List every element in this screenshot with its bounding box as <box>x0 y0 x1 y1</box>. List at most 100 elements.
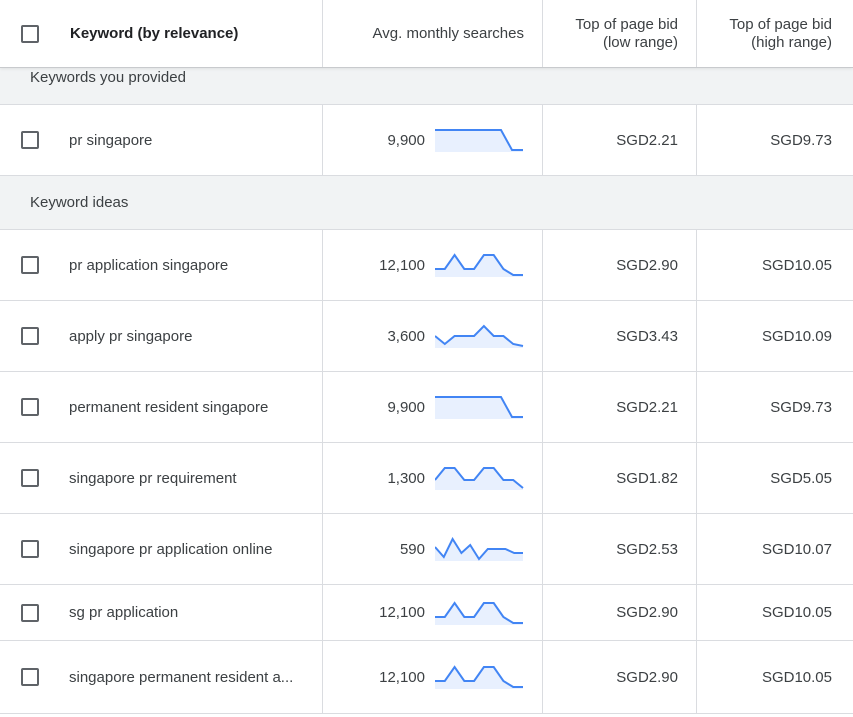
keyword-text[interactable]: singapore permanent resident a... <box>69 668 294 686</box>
low-bid-value: SGD2.90 <box>542 230 696 300</box>
row-select-cell <box>0 230 60 300</box>
trend-sparkline <box>435 396 523 419</box>
col-header-low-bid-line1: Top of page bid <box>575 15 678 33</box>
row-select-cell <box>0 443 60 513</box>
row-checkbox[interactable] <box>21 327 39 345</box>
select-all-cell <box>0 0 60 67</box>
row-select-cell <box>0 585 60 640</box>
sparkline-line <box>435 467 524 489</box>
searches-value: 12,100 <box>379 668 425 686</box>
low-bid-value: SGD2.90 <box>542 641 696 713</box>
keyword-text[interactable]: singapore pr requirement <box>69 469 237 487</box>
row-checkbox[interactable] <box>21 540 39 558</box>
searches-value: 12,100 <box>379 256 425 274</box>
col-header-keyword[interactable]: Keyword (by relevance) <box>70 25 239 42</box>
sparkline-line <box>435 537 523 561</box>
sparkline-area <box>435 539 523 561</box>
searches-value: 9,900 <box>387 398 425 416</box>
searches-cell: 3,600 <box>322 301 542 371</box>
sparkline-line <box>435 253 523 276</box>
trend-sparkline <box>435 467 524 490</box>
trend-sparkline <box>435 253 523 277</box>
row-select-cell <box>0 514 60 584</box>
searches-value: 1,300 <box>387 469 425 487</box>
sparkline-line <box>435 324 524 347</box>
sparkline-area <box>435 602 523 625</box>
row-select-cell <box>0 372 60 442</box>
sparkline-area <box>435 468 523 490</box>
sparkline-line <box>435 600 523 624</box>
trend-sparkline <box>435 537 523 561</box>
searches-value: 3,600 <box>387 327 425 345</box>
searches-value: 590 <box>399 540 425 558</box>
keyword-text[interactable]: apply pr singapore <box>69 327 193 345</box>
sparkline-area <box>435 255 523 277</box>
table-row: apply pr singapore 3,600 SGD3.43 SGD10.09 <box>0 301 853 372</box>
high-bid-value: SGD10.05 <box>696 641 853 713</box>
row-select-cell <box>0 301 60 371</box>
searches-cell: 12,100 <box>322 641 542 713</box>
table-row: pr singapore 9,900 SGD2.21 SGD9.73 <box>0 105 853 176</box>
group-row-ideas: Keyword ideas <box>0 176 853 230</box>
group-label-provided: Keywords you provided <box>30 69 186 86</box>
low-bid-value: SGD1.82 <box>542 443 696 513</box>
row-checkbox[interactable] <box>21 398 39 416</box>
keyword-text[interactable]: pr singapore <box>69 131 153 149</box>
keyword-text[interactable]: singapore pr application online <box>69 540 273 558</box>
sparkline-line <box>435 665 523 688</box>
row-select-cell <box>0 105 60 175</box>
keyword-text[interactable]: permanent resident singapore <box>69 398 269 416</box>
table-row: permanent resident singapore 9,900 SGD2.21… <box>0 372 853 443</box>
sparkline-line <box>435 129 523 151</box>
group-label-ideas: Keyword ideas <box>30 194 129 211</box>
table-row: singapore permanent resident a... 12,100 S… <box>0 641 853 714</box>
sparkline-area <box>435 667 523 689</box>
table-row: pr application singapore 12,100 SGD2.90 SGD… <box>0 230 853 301</box>
trend-sparkline <box>435 129 523 152</box>
trend-sparkline <box>435 600 523 625</box>
table-row: sg pr application 12,100 SGD2.90 SGD10.05 <box>0 585 853 641</box>
group-row-provided: Keywords you provided <box>0 68 853 105</box>
trend-sparkline <box>435 324 524 348</box>
low-bid-value: SGD2.53 <box>542 514 696 584</box>
low-bid-value: SGD2.21 <box>542 105 696 175</box>
sparkline-area <box>435 397 523 419</box>
searches-cell: 1,300 <box>322 443 542 513</box>
searches-cell: 9,900 <box>322 105 542 175</box>
table-row: singapore pr application online 590 SGD2.5… <box>0 514 853 585</box>
row-checkbox[interactable] <box>21 256 39 274</box>
table-row: singapore pr requirement 1,300 SGD1.82 SGD5… <box>0 443 853 514</box>
trend-sparkline <box>435 665 523 689</box>
sparkline-line <box>435 396 523 418</box>
high-bid-value: SGD10.05 <box>696 230 853 300</box>
high-bid-value: SGD10.09 <box>696 301 853 371</box>
row-checkbox[interactable] <box>21 131 39 149</box>
row-checkbox[interactable] <box>21 469 39 487</box>
row-select-cell <box>0 641 60 713</box>
select-all-checkbox[interactable] <box>21 24 39 43</box>
searches-cell: 590 <box>322 514 542 584</box>
col-header-low-bid-line2: (low range) <box>602 33 678 51</box>
searches-value: 12,100 <box>379 604 425 621</box>
low-bid-value: SGD2.90 <box>542 585 696 640</box>
sparkline-area <box>435 130 523 152</box>
low-bid-value: SGD3.43 <box>542 301 696 371</box>
row-checkbox[interactable] <box>21 603 39 622</box>
searches-cell: 12,100 <box>322 585 542 640</box>
keyword-text[interactable]: pr application singapore <box>69 256 229 274</box>
high-bid-value: SGD10.05 <box>696 585 853 640</box>
row-checkbox[interactable] <box>21 668 39 686</box>
low-bid-value: SGD2.21 <box>542 372 696 442</box>
keyword-text[interactable]: sg pr application <box>69 604 179 621</box>
high-bid-value: SGD9.73 <box>696 105 853 175</box>
col-header-low-bid[interactable]: Top of page bid (low range) <box>542 0 696 67</box>
col-header-high-bid[interactable]: Top of page bid (high range) <box>696 0 853 67</box>
high-bid-value: SGD9.73 <box>696 372 853 442</box>
searches-cell: 9,900 <box>322 372 542 442</box>
table-header: Keyword (by relevance) Avg. monthly sear… <box>0 0 853 68</box>
col-header-searches[interactable]: Avg. monthly searches <box>322 0 542 67</box>
searches-value: 9,900 <box>387 131 425 149</box>
high-bid-value: SGD10.07 <box>696 514 853 584</box>
sparkline-area <box>435 326 523 348</box>
